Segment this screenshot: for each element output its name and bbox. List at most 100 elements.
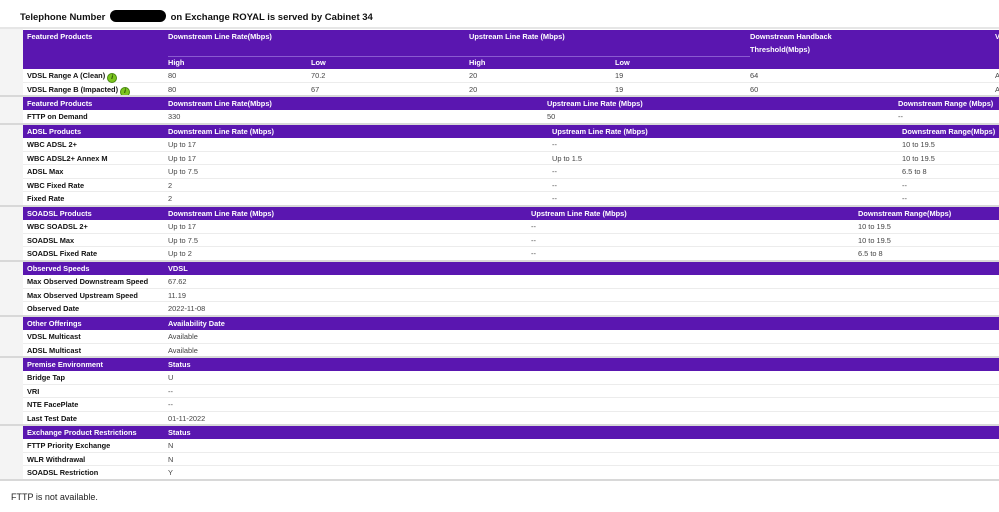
row-value: Y xyxy=(168,466,173,479)
column-header: Downstream Range(Mbps) xyxy=(858,209,952,218)
row-value-text: -- xyxy=(168,400,173,410)
column-header: VDSL xyxy=(168,264,188,273)
column-header: Status xyxy=(168,360,191,369)
row-label-text: WBC ADSL 2+ xyxy=(27,140,77,149)
table-row: Max Observed Downstream Speed 67.62 xyxy=(23,275,999,289)
row-value: Up to 17 xyxy=(168,152,196,165)
row-value: -- xyxy=(531,234,536,247)
row-value: 2 xyxy=(168,179,172,192)
row-value-text: -- xyxy=(902,194,907,204)
table-row: Bridge Tap U xyxy=(23,371,999,385)
row-label-text: Max Observed Downstream Speed xyxy=(27,277,149,286)
row-value-text: N xyxy=(168,441,174,450)
divider xyxy=(0,27,999,29)
row-label: VDSL Multicast xyxy=(27,330,81,343)
row-label: SOADSL Max xyxy=(27,234,74,247)
row-label-text: FTTP Priority Exchange xyxy=(27,441,111,450)
row-value-text: 20 xyxy=(469,84,478,94)
row-value-text: 10 to 19.5 xyxy=(902,140,935,149)
row-value-text: -- xyxy=(531,235,536,245)
row-label-text: Bridge Tap xyxy=(27,373,66,382)
row-label-text: Observed Date xyxy=(27,304,80,314)
table-header: Featured Products Downstream Line Rate(Mb… xyxy=(23,30,999,69)
row-value: -- xyxy=(552,179,557,192)
table-row: Observed Date 2022-11-08 xyxy=(23,302,999,316)
row-value: 6.5 to 8 xyxy=(902,165,927,178)
row-value: -- xyxy=(902,179,907,192)
column-header: Downstream Line Rate (Mbps) xyxy=(168,209,274,218)
table-row: VDSL Range B (Impacted) i 80 67 20 19 60 A xyxy=(23,82,999,97)
row-label: FTTP on Demand xyxy=(27,110,88,123)
row-value: -- xyxy=(552,138,557,151)
row-value-text: U xyxy=(168,373,174,382)
column-header: Observed Speeds xyxy=(27,264,90,273)
row-label: Max Observed Upstream Speed xyxy=(27,289,138,302)
row-value: 2022-11-08 xyxy=(168,302,205,315)
table-row: VDSL Range A (Clean) i 80 70.2 20 19 64 A xyxy=(23,69,999,83)
table-header: ADSL Products Downstream Line Rate (Mbps)… xyxy=(23,125,999,138)
row-label: VDSL Range B (Impacted) i xyxy=(27,83,131,97)
column-subheader: High xyxy=(469,58,486,67)
row-value-text: Up to 2 xyxy=(168,249,192,259)
row-value: -- xyxy=(531,220,536,233)
section-divider xyxy=(0,478,999,481)
row-value-text: 330 xyxy=(168,112,181,121)
row-value: U xyxy=(168,371,173,384)
table-restrictions: Exchange Product Restrictions Status FTTP … xyxy=(23,426,999,480)
table-row: ADSL Multicast Available xyxy=(23,343,999,358)
row-label: VRI xyxy=(27,385,39,398)
section-divider xyxy=(0,424,999,427)
row-value-text: 10 to 19.5 xyxy=(858,235,891,245)
row-value: Up to 7.5 xyxy=(168,234,198,247)
row-label-text: NTE FacePlate xyxy=(27,400,79,410)
column-header: Upstream Line Rate (Mbps) xyxy=(531,209,627,218)
column-header: Premise Environment xyxy=(27,360,103,369)
row-value-text: 67 xyxy=(311,84,320,94)
column-header: Upstream Line Rate (Mbps) xyxy=(552,127,648,136)
table-header: SOADSL Products Downstream Line Rate (Mbp… xyxy=(23,207,999,220)
row-value: 10 to 19.5 xyxy=(858,220,891,233)
row-label-text: VRI xyxy=(27,386,40,396)
row-value-text: 10 to 19.5 xyxy=(858,222,891,231)
row-value-text: -- xyxy=(902,180,907,190)
row-value: -- xyxy=(168,385,173,398)
row-value-text: Up to 17 xyxy=(168,140,196,149)
row-label-text: Fixed Rate xyxy=(27,194,65,204)
column-header: Downstream Line Rate (Mbps) xyxy=(168,127,274,136)
row-value-text: Up to 7.5 xyxy=(168,235,198,245)
row-label: VDSL Range A (Clean) i xyxy=(27,69,118,83)
row-value: 80 xyxy=(168,69,176,82)
table-row: VDSL Multicast Available xyxy=(23,330,999,344)
column-header: Downstream Handback Threshold(Mbps) xyxy=(750,32,832,54)
row-label-text: FTTP on Demand xyxy=(27,112,88,121)
row-label: WBC Fixed Rate xyxy=(27,179,84,192)
info-icon[interactable]: i xyxy=(107,73,118,83)
table-row: FTTP Priority Exchange N xyxy=(23,439,999,453)
row-label: WLR Withdrawal xyxy=(27,453,85,466)
row-value: -- xyxy=(168,398,173,411)
table-row: SOADSL Restriction Y xyxy=(23,466,999,480)
row-value-text: 60 xyxy=(750,84,759,94)
row-value: 60 xyxy=(750,83,758,96)
row-value-text: Available xyxy=(168,332,198,341)
row-value: N xyxy=(168,453,173,466)
row-value: 11.19 xyxy=(168,289,186,302)
column-header: Downstream Line Rate(Mbps) xyxy=(168,32,272,41)
row-value-text: A xyxy=(995,71,999,80)
table-row: WBC ADSL 2+ Up to 17 -- 10 to 19.5 xyxy=(23,138,999,152)
column-header: Availability Date xyxy=(168,319,225,328)
table-row: Fixed Rate 2 -- -- xyxy=(23,192,999,206)
row-label: WBC ADSL2+ Annex M xyxy=(27,152,108,165)
column-header: Downstream Range(Mbps) xyxy=(902,127,996,136)
row-value-text: A xyxy=(995,84,999,94)
row-value: N xyxy=(168,439,173,452)
table-row: SOADSL Fixed Rate Up to 2 -- 6.5 to 8 xyxy=(23,247,999,261)
row-value: 01-11-2022 xyxy=(168,412,205,425)
column-header: Downstream Range (Mbps) xyxy=(898,99,994,108)
row-value: 19 xyxy=(615,83,623,96)
row-value-text: -- xyxy=(531,249,536,259)
table-header: Exchange Product Restrictions Status xyxy=(23,426,999,439)
row-value-text: 11.19 xyxy=(168,290,186,300)
row-value-text: 2022-11-08 xyxy=(168,304,206,314)
row-value: Available xyxy=(168,344,198,357)
